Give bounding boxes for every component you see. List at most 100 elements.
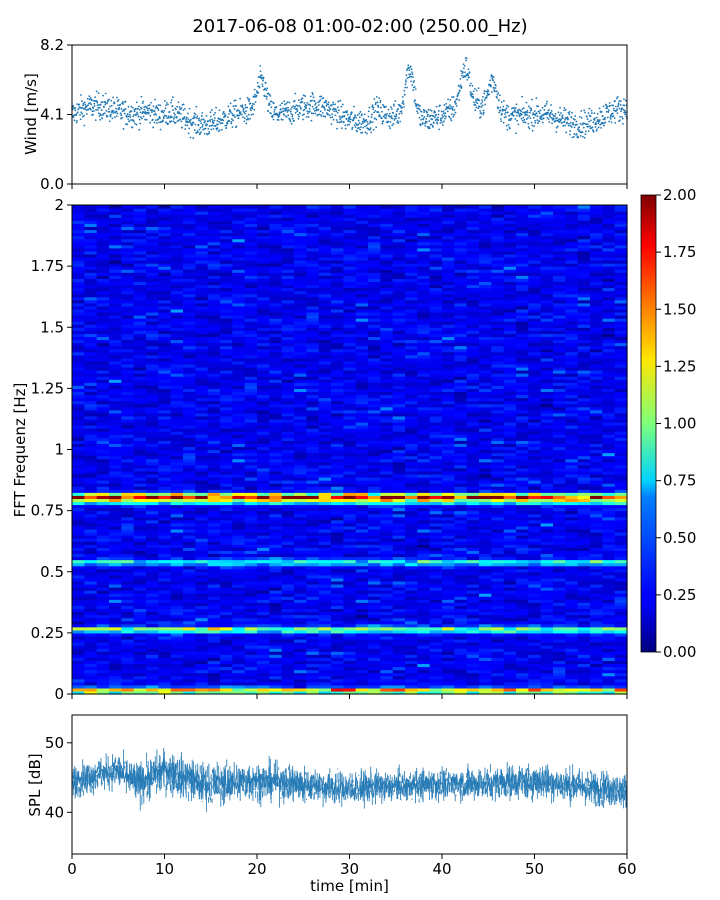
spectrogram-cell	[491, 675, 505, 680]
wind-point	[187, 132, 190, 135]
spectrogram-cell	[392, 669, 406, 674]
spectrogram-cell	[454, 651, 468, 655]
wind-point	[602, 105, 605, 108]
wind-point	[391, 124, 394, 127]
spectrogram-cell	[355, 623, 369, 628]
wind-point	[359, 128, 362, 131]
wind-point	[554, 115, 557, 117]
wind-point	[200, 131, 202, 134]
spectrogram-cell	[207, 626, 221, 631]
spectrogram-cell	[466, 678, 480, 683]
wind-point	[135, 123, 138, 126]
wind-point	[207, 127, 210, 130]
spectrogram-cell	[479, 635, 492, 640]
wind-point	[175, 116, 178, 118]
wind-point	[295, 104, 298, 106]
spectrogram-cell	[318, 666, 332, 671]
wind-point	[445, 115, 447, 118]
spectrogram-cell	[614, 666, 628, 671]
wind-point	[532, 116, 535, 119]
wind-point	[495, 90, 498, 93]
wind-point	[474, 104, 477, 107]
spectrogram-cell	[479, 675, 492, 680]
spectrogram-cell	[257, 605, 270, 610]
spectrogram-cell	[195, 645, 209, 649]
spectrogram-cell	[183, 675, 196, 680]
wind-point	[541, 121, 544, 124]
wind-point	[505, 115, 507, 118]
spectrogram-cell	[109, 687, 122, 692]
wind-point	[310, 119, 313, 122]
spectrogram-cell	[281, 657, 295, 661]
wind-point	[585, 123, 588, 126]
spectrogram-cell	[479, 666, 492, 671]
wind-point	[587, 112, 590, 115]
wind-point	[327, 101, 330, 104]
wind-point	[312, 112, 315, 115]
spectrogram-cell	[195, 642, 209, 646]
wind-point	[332, 103, 335, 106]
wind-point	[547, 118, 550, 121]
wind-point	[573, 136, 575, 138]
spectrogram-cell	[392, 614, 406, 619]
spectrogram-cell	[318, 648, 332, 652]
wind-point	[163, 109, 166, 112]
wind-point	[351, 128, 354, 131]
spectrogram-cell	[392, 635, 406, 640]
spectrogram-cell	[380, 666, 394, 671]
spectrogram-cell	[590, 623, 603, 628]
wind-point	[497, 107, 499, 110]
spectrogram-cell	[503, 663, 517, 668]
spectrogram-cell	[195, 608, 209, 613]
spectrogram-cell	[466, 605, 480, 610]
wind-point	[203, 128, 205, 130]
spectrogram-cell	[380, 648, 394, 652]
spectrogram-cell	[121, 645, 135, 649]
spectrogram-cell	[590, 626, 603, 631]
wind-point	[494, 87, 497, 89]
spectrogram-cell	[133, 687, 147, 692]
wind-point	[587, 125, 590, 128]
wind-point	[110, 99, 113, 102]
wind-point	[209, 120, 212, 123]
wind-point	[90, 99, 93, 102]
spectrogram-cell	[96, 614, 110, 619]
wind-point	[420, 110, 423, 113]
spectrogram-cell	[590, 632, 603, 637]
wind-point	[408, 69, 411, 72]
wind-point	[335, 110, 338, 113]
spectrogram-cell	[577, 623, 591, 628]
spectrogram-cell	[553, 611, 566, 616]
spectrogram-cell	[146, 657, 159, 661]
wind-point	[222, 111, 225, 113]
spectrogram-cell	[331, 605, 344, 610]
wind-point	[253, 103, 255, 106]
wind-point	[566, 121, 569, 124]
wind-point	[382, 115, 385, 118]
spectrogram-cell	[183, 669, 196, 674]
spectrogram-cell	[405, 678, 418, 683]
spectrogram-cell	[121, 623, 135, 628]
spectrogram-cell	[294, 642, 307, 646]
wind-point	[154, 112, 157, 115]
wind-point	[198, 128, 201, 131]
wind-point	[374, 110, 377, 112]
spectrogram-cell	[244, 666, 258, 671]
spectrogram-cell	[417, 657, 431, 661]
spectrogram-cell	[528, 611, 542, 616]
spectrogram-cell	[72, 672, 85, 677]
wind-point	[573, 118, 576, 121]
spectrogram-cell	[380, 605, 394, 610]
wind-point	[98, 103, 101, 106]
spectrogram-cell	[516, 657, 529, 661]
wind-point	[493, 81, 496, 84]
wind-point	[622, 108, 625, 111]
spectrogram-cell	[84, 654, 98, 658]
spectrogram-cell	[207, 605, 221, 610]
wind-point	[414, 88, 417, 91]
spectrogram-cell	[72, 608, 85, 613]
spectrogram-cell	[294, 684, 307, 689]
spectrogram-cell	[429, 666, 443, 671]
wind-point	[410, 68, 413, 71]
spectrogram-cell	[516, 648, 529, 652]
